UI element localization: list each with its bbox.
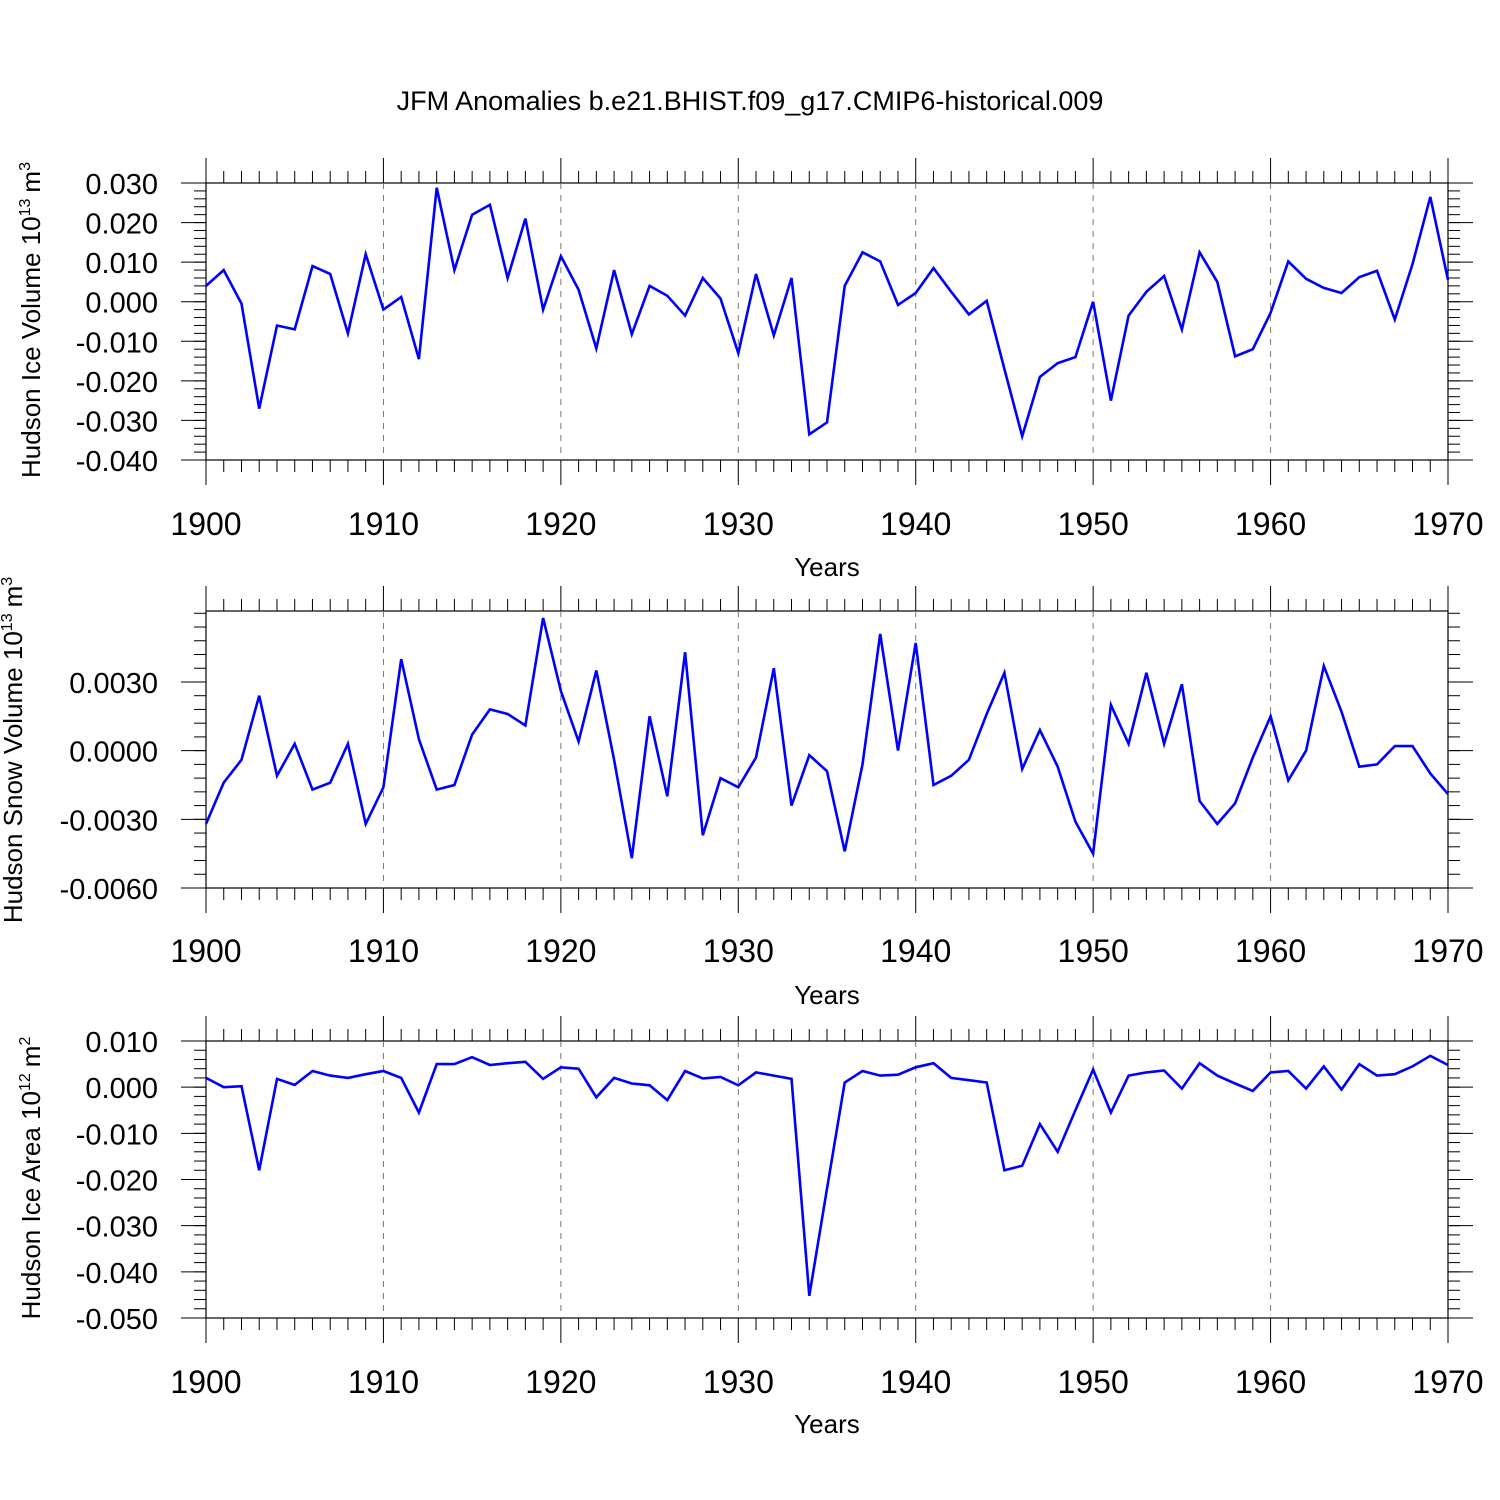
x-tick-label: 1930 — [703, 506, 774, 542]
y-tick-label: 0.030 — [85, 169, 158, 201]
y-tick-label: 0.010 — [85, 248, 158, 280]
y-tick-label: -0.020 — [76, 367, 158, 399]
x-tick-label: 1950 — [1058, 1364, 1129, 1400]
x-tick-label: 1900 — [170, 506, 241, 542]
x-tick-label: 1920 — [525, 506, 596, 542]
panel-1: 1900 1910 1920 1930 1940 1950 1960 1970 Years 0.0… — [16, 158, 1484, 582]
y-axis-title-unit: m — [16, 1046, 46, 1068]
y-tick-label: 0.000 — [85, 288, 158, 320]
y-tick-label: -0.010 — [76, 1119, 158, 1151]
y-axis-title: Hudson Snow Volume 1013 m3 — [0, 577, 28, 923]
x-tick-label: 1970 — [1412, 933, 1483, 969]
y-tick-label: -0.010 — [76, 327, 158, 359]
y-axis-title-exponent: 13 — [0, 613, 16, 631]
x-axis-title: Years — [794, 552, 860, 582]
x-tick-label: 1900 — [170, 1364, 241, 1400]
x-tick-label: 1960 — [1235, 506, 1306, 542]
x-tick-label: 1910 — [348, 1364, 419, 1400]
y-tick-label: 0.0030 — [69, 668, 158, 700]
y-axis-title-unit-exponent: 2 — [17, 1037, 34, 1046]
y-axis-title-unit: m — [0, 586, 28, 608]
y-tick-label: -0.030 — [76, 406, 158, 438]
x-tick-label: 1920 — [525, 1364, 596, 1400]
x-tick-label: 1910 — [348, 506, 419, 542]
y-tick-label: 0.010 — [85, 1027, 158, 1059]
x-tick-label: 1970 — [1412, 1364, 1483, 1400]
x-tick-label: 1970 — [1412, 506, 1483, 542]
series-line — [204, 617, 1449, 859]
figure-title: JFM Anomalies b.e21.BHIST.f09_g17.CMIP6-… — [397, 86, 1104, 116]
x-tick-label: 1910 — [348, 933, 419, 969]
x-tick-label: 1940 — [880, 506, 951, 542]
x-tick-label: 1940 — [880, 1364, 951, 1400]
y-tick-label: 0.000 — [85, 1073, 158, 1105]
y-axis-title-exponent: 13 — [17, 198, 34, 216]
y-tick-label: -0.0060 — [60, 874, 158, 906]
y-tick-label: 0.020 — [85, 209, 158, 241]
y-tick-label: -0.0030 — [60, 805, 158, 837]
y-axis-title-main: Hudson Snow Volume 10 — [0, 631, 28, 923]
x-axis-title: Years — [794, 980, 860, 1010]
x-axis-title: Years — [794, 1409, 860, 1439]
y-axis-title: Hudson Ice Area 1012 m2 — [16, 1037, 46, 1320]
y-tick-label: 0.0000 — [69, 737, 158, 769]
y-axis-title: Hudson Ice Volume 1013 m3 — [16, 162, 46, 478]
x-tick-label: 1940 — [880, 933, 951, 969]
x-tick-label: 1960 — [1235, 933, 1306, 969]
x-tick-label: 1960 — [1235, 1364, 1306, 1400]
x-tick-label: 1930 — [703, 933, 774, 969]
y-tick-label: -0.040 — [76, 446, 158, 478]
panel-3: 1900 1910 1920 1930 1940 1950 1960 1970 Years 0.0… — [16, 1016, 1484, 1439]
series-line — [205, 187, 1450, 442]
panel-2: 1900 1910 1920 1930 1940 1950 1960 1970 Years 0.0… — [0, 577, 1484, 1010]
x-tick-label: 1900 — [170, 933, 241, 969]
x-tick-label: 1920 — [525, 933, 596, 969]
y-tick-label: -0.050 — [76, 1304, 158, 1336]
y-axis-title-unit: m — [16, 171, 46, 193]
x-tick-label: 1950 — [1058, 506, 1129, 542]
y-axis-title-unit-exponent: 3 — [17, 162, 34, 171]
y-tick-label: -0.020 — [76, 1166, 158, 1198]
x-tick-label: 1950 — [1058, 933, 1129, 969]
y-axis-title-unit-exponent: 3 — [0, 577, 16, 586]
y-tick-label: -0.030 — [76, 1212, 158, 1244]
y-axis-title-exponent: 12 — [17, 1073, 34, 1091]
y-tick-label: -0.040 — [76, 1258, 158, 1290]
series-line — [205, 1054, 1449, 1297]
y-axis-title-main: Hudson Ice Area 10 — [16, 1091, 46, 1319]
x-tick-label: 1930 — [703, 1364, 774, 1400]
y-axis-title-main: Hudson Ice Volume 10 — [16, 216, 46, 478]
